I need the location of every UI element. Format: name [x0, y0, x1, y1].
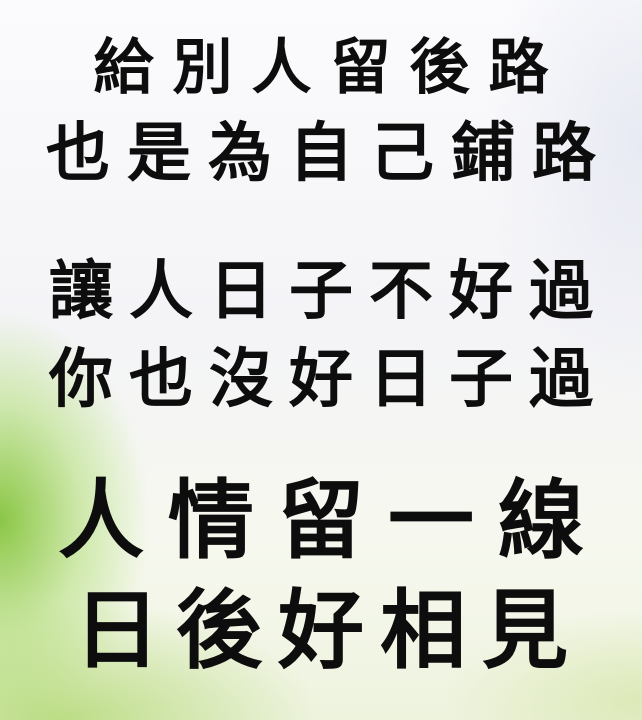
- character: 留: [330, 33, 391, 103]
- character: 人: [129, 254, 193, 329]
- character: 自: [289, 116, 353, 191]
- character: 過: [529, 254, 593, 329]
- character: 也: [46, 116, 110, 191]
- character: 不: [369, 254, 433, 329]
- character: 日: [369, 342, 433, 417]
- proverb-line-4: 你 也 沒 好 日 子 過: [0, 348, 642, 412]
- character: 線: [498, 470, 584, 571]
- character: 給: [93, 33, 154, 103]
- character: 好: [289, 342, 353, 417]
- character: 己: [370, 116, 434, 191]
- character: 也: [129, 342, 193, 417]
- character: 後: [176, 580, 262, 681]
- character: 好: [449, 254, 513, 329]
- character: 路: [488, 33, 549, 103]
- character: 過: [529, 342, 593, 417]
- character: 相: [380, 580, 466, 681]
- character: 一: [388, 470, 474, 571]
- character: 後: [409, 33, 470, 103]
- proverb-line-6: 日 後 好 相 見: [0, 588, 642, 674]
- character: 見: [482, 580, 568, 681]
- character: 你: [49, 342, 113, 417]
- proverb-line-3: 讓 人 日 子 不 好 過: [0, 260, 642, 324]
- character: 讓: [49, 254, 113, 329]
- character: 人: [251, 33, 312, 103]
- proverb-line-5: 人 情 留 一 線: [0, 478, 642, 564]
- character: 日: [74, 580, 160, 681]
- proverb-line-1: 給 別 人 留 後 路: [0, 38, 642, 98]
- character: 好: [278, 580, 364, 681]
- character: 留: [278, 470, 364, 571]
- character: 情: [168, 470, 254, 571]
- character: 鋪: [451, 116, 515, 191]
- character: 是: [127, 116, 191, 191]
- character: 日: [209, 254, 273, 329]
- character: 子: [289, 254, 353, 329]
- character: 路: [532, 116, 596, 191]
- character: 為: [208, 116, 272, 191]
- proverb-line-2: 也 是 為 自 己 鋪 路: [0, 122, 642, 186]
- character: 人: [58, 470, 144, 571]
- character: 別: [172, 33, 233, 103]
- character: 子: [449, 342, 513, 417]
- character: 沒: [209, 342, 273, 417]
